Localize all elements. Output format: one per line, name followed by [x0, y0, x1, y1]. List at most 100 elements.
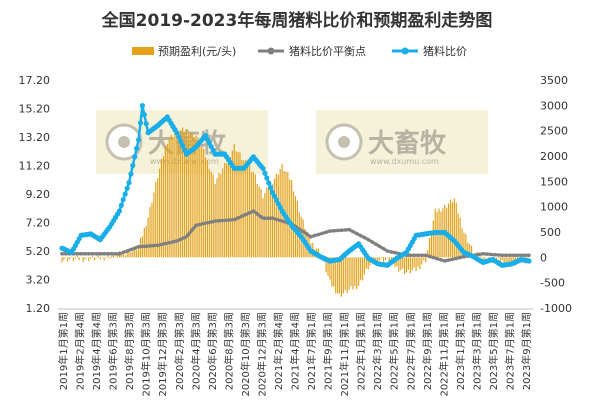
breakeven-point	[481, 252, 485, 256]
y-left-tick-label: 1.20	[26, 302, 51, 315]
profit-bar	[126, 252, 128, 258]
ratio-point	[262, 170, 268, 176]
breakeven-point	[167, 240, 171, 245]
profit-bar	[448, 203, 450, 258]
ratio-point	[181, 147, 188, 153]
breakeven-point	[79, 252, 83, 256]
profit-bar	[426, 250, 429, 258]
profit-bar	[145, 225, 147, 258]
profit-bar	[61, 257, 63, 263]
profit-bar	[407, 257, 410, 270]
y-right-tick-label: 2000	[540, 150, 568, 163]
breakeven-point	[251, 209, 256, 213]
breakeven-point	[492, 252, 497, 257]
profit-bar	[143, 227, 145, 258]
breakeven-point	[332, 229, 336, 233]
profit-bar	[388, 257, 390, 264]
profit-bar	[252, 171, 254, 258]
profit-bar	[358, 257, 360, 286]
profit-bar	[204, 157, 207, 258]
breakeven-point	[121, 250, 125, 255]
profit-bar	[210, 171, 212, 258]
profit-bar	[367, 257, 369, 270]
breakeven-point	[171, 240, 175, 244]
profit-bar	[382, 257, 385, 263]
breakeven-point	[282, 219, 286, 224]
breakeven-point	[504, 253, 508, 258]
breakeven-point	[194, 223, 198, 228]
profit-bar	[229, 157, 232, 258]
ratio-point	[526, 258, 532, 264]
profit-bar	[467, 242, 469, 258]
x-tick-label: 2023年9月第1周	[520, 312, 533, 390]
ratio-point	[260, 165, 266, 171]
profit-bar	[116, 254, 119, 258]
profit-bar	[256, 183, 258, 258]
profit-bar	[227, 156, 230, 258]
profit-bar	[495, 257, 498, 260]
y-left-tick-label: 3.20	[26, 274, 51, 287]
profit-bar	[174, 132, 176, 258]
profit-bar	[245, 160, 247, 258]
y-right-tick-label: 3000	[540, 99, 568, 112]
breakeven-point	[75, 252, 80, 256]
watermark-text-right: 大畜牧	[368, 128, 447, 159]
breakeven-point	[221, 218, 225, 223]
ratio-point	[264, 175, 270, 181]
breakeven-point	[488, 252, 493, 257]
profit-bar	[356, 257, 358, 290]
profit-bar	[331, 257, 333, 287]
profit-bar	[111, 255, 113, 258]
profit-bar	[218, 172, 220, 258]
breakeven-point	[213, 219, 217, 223]
legend-marker-ratio	[401, 47, 409, 55]
breakeven-point	[155, 243, 160, 248]
breakeven-point	[339, 228, 344, 232]
legend-label-ratio: 猪料比价	[423, 44, 467, 58]
profit-bar	[264, 192, 266, 258]
y-right-tick-label: 500	[540, 226, 561, 239]
profit-bar	[258, 186, 260, 258]
profit-bar	[428, 238, 431, 258]
breakeven-point	[217, 219, 221, 223]
breakeven-point	[87, 252, 91, 256]
breakeven-point	[224, 218, 229, 222]
y-left-tick-label: 9.20	[26, 188, 51, 201]
profit-bar	[172, 137, 174, 258]
profit-bar	[335, 257, 337, 294]
profit-bar	[201, 147, 203, 258]
x-tick-label: 2022年9月第1周	[421, 312, 434, 390]
profit-bar	[409, 257, 411, 274]
breakeven-point	[205, 221, 210, 225]
breakeven-point	[446, 258, 451, 262]
profit-bar	[250, 172, 253, 258]
profit-bar	[507, 257, 509, 262]
profit-bar	[340, 257, 343, 297]
profit-bar	[88, 257, 90, 262]
profit-bar	[291, 180, 293, 258]
breakeven-point	[385, 249, 390, 253]
watermark-logo-dot-right	[338, 136, 350, 148]
profit-bar	[463, 232, 465, 258]
profit-bar	[342, 257, 344, 294]
ratio-point	[126, 180, 132, 186]
breakeven-point	[198, 222, 202, 227]
breakeven-point	[316, 232, 321, 237]
breakeven-point	[519, 253, 524, 258]
x-tick-label: 2023年1月第1周	[454, 312, 467, 390]
profit-bar	[109, 257, 111, 259]
profit-bar	[333, 257, 335, 287]
breakeven-point	[90, 252, 95, 256]
profit-bar	[325, 257, 327, 273]
breakeven-point	[427, 254, 432, 259]
breakeven-point	[439, 258, 443, 262]
breakeven-point	[94, 252, 99, 256]
profit-bar	[132, 249, 134, 258]
x-tick-label: 2020年10月第3周	[239, 312, 252, 397]
profit-bar	[181, 127, 184, 258]
profit-bar	[157, 178, 159, 258]
profit-bar	[503, 257, 505, 266]
profit-bar	[235, 151, 237, 258]
profit-bar	[107, 254, 109, 258]
breakeven-point	[351, 229, 355, 234]
